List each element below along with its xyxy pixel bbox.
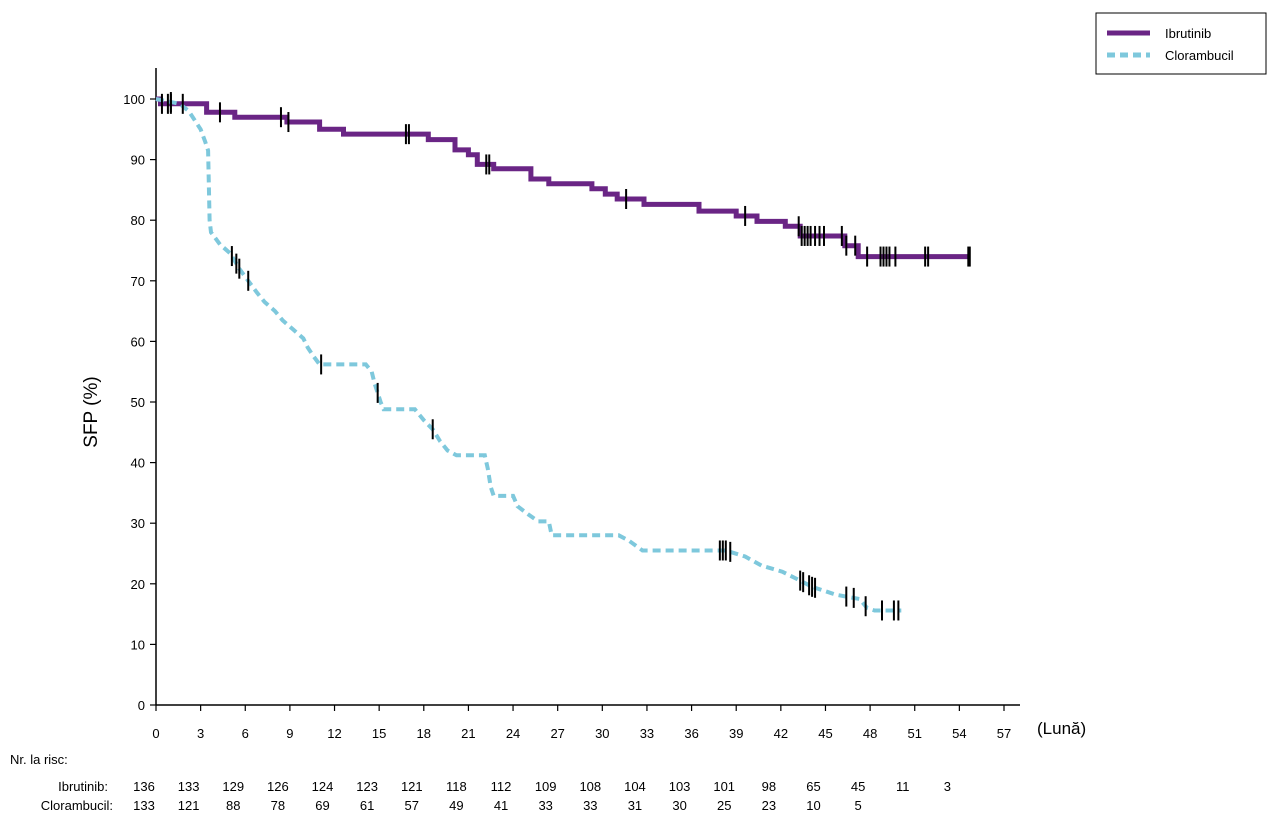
x-axis: 0 3 6 9 12 15 18 21 24 27 30 33 36 39 42 45 48 51 54 57 (152, 704, 1020, 741)
risk-value: 30 (672, 798, 686, 813)
x-tick-label: 33 (640, 726, 654, 741)
risk-value: 5 (854, 798, 861, 813)
x-tick-label: 21 (461, 726, 475, 741)
risk-value: 123 (356, 779, 378, 794)
x-tick-label: 3 (197, 726, 204, 741)
risk-value: 118 (446, 779, 467, 794)
series-layer (155, 96, 970, 613)
risk-value: 121 (178, 798, 200, 813)
risk-value: 112 (491, 779, 512, 794)
x-tick-label: 51 (908, 726, 922, 741)
x-tick-label: 27 (550, 726, 564, 741)
risk-value: 108 (579, 779, 601, 794)
x-tick-label: 30 (595, 726, 609, 741)
y-tick-label: 70 (131, 274, 145, 289)
y-tick-label: 80 (131, 213, 145, 228)
risk-value: 33 (538, 798, 552, 813)
risk-value: 31 (628, 798, 642, 813)
risk-value: 133 (133, 798, 155, 813)
x-tick-label: 9 (286, 726, 293, 741)
y-tick-label: 60 (131, 334, 145, 349)
risk-value: 129 (222, 779, 244, 794)
y-tick-label: 90 (131, 153, 145, 168)
y-tick-label: 40 (131, 456, 145, 471)
risk-value: 61 (360, 798, 374, 813)
x-tick-label: 18 (417, 726, 431, 741)
legend-box (1095, 12, 1267, 75)
risk-value: 33 (583, 798, 597, 813)
y-tick-label: 0 (138, 698, 145, 713)
y-tick-label: 20 (131, 577, 145, 592)
x-tick-label: 57 (997, 726, 1011, 741)
x-tick-label: 36 (684, 726, 698, 741)
risk-value: 104 (624, 779, 646, 794)
x-ticks: 0 3 6 9 12 15 18 21 24 27 30 33 36 39 42 45 48 51 54 57 (152, 705, 1011, 741)
legend-label-ibrutinib: Ibrutinib (1165, 26, 1211, 41)
risk-value: 3 (944, 779, 951, 794)
risk-table-title: Nr. la risc: (10, 752, 68, 767)
y-tick-label: 30 (131, 516, 145, 531)
x-axis-title: (Lună) (1037, 719, 1086, 738)
risk-table: Nr. la risc: Ibrutinib: Clorambucil: 136… (10, 752, 951, 813)
x-tick-label: 42 (774, 726, 788, 741)
risk-value: 124 (312, 779, 334, 794)
risk-value: 25 (717, 798, 731, 813)
risk-value: 65 (806, 779, 820, 794)
y-tick-label: 10 (131, 637, 145, 652)
risk-value: 121 (401, 779, 423, 794)
risk-value: 133 (178, 779, 200, 794)
series-line-ibrutinib (156, 96, 970, 260)
risk-value: 49 (449, 798, 463, 813)
risk-value: 23 (762, 798, 776, 813)
risk-value: 11 (896, 779, 910, 794)
risk-row-label-clorambucil: Clorambucil: (41, 798, 113, 813)
x-tick-label: 6 (242, 726, 249, 741)
x-tick-label: 0 (152, 726, 159, 741)
legend: Ibrutinib Clorambucil (1095, 12, 1267, 75)
risk-value: 78 (271, 798, 285, 813)
x-tick-label: 15 (372, 726, 386, 741)
risk-value: 136 (133, 779, 155, 794)
risk-value: 45 (851, 779, 865, 794)
x-tick-label: 54 (952, 726, 966, 741)
censor-layer (160, 92, 971, 621)
risk-value: 88 (226, 798, 240, 813)
risk-row-label-ibrutinib: Ibrutinib: (58, 779, 108, 794)
risk-value: 10 (806, 798, 820, 813)
risk-value: 103 (669, 779, 691, 794)
risk-value: 41 (494, 798, 508, 813)
risk-value: 109 (535, 779, 557, 794)
y-tick-label: 100 (123, 92, 145, 107)
risk-values: 136 133 129 126 124 123 121 118 112 109 108 104 103 1… (133, 779, 951, 813)
y-tick-label: 50 (131, 395, 145, 410)
risk-value: 101 (713, 779, 735, 794)
x-tick-label: 48 (863, 726, 877, 741)
y-ticks: 0 10 20 30 40 50 60 70 80 90 100 (123, 92, 156, 713)
x-tick-label: 12 (327, 726, 341, 741)
y-axis: 0 10 20 30 40 50 60 70 80 90 100 (123, 68, 157, 713)
risk-value: 57 (405, 798, 419, 813)
risk-value: 98 (762, 779, 776, 794)
legend-label-clorambucil: Clorambucil (1165, 48, 1234, 63)
x-tick-label: 39 (729, 726, 743, 741)
x-tick-label: 24 (506, 726, 520, 741)
y-axis-title: SFP (%) (81, 376, 102, 447)
risk-value: 69 (315, 798, 329, 813)
x-tick-label: 45 (818, 726, 832, 741)
risk-value: 126 (267, 779, 289, 794)
series-line-clorambucil (155, 97, 902, 613)
